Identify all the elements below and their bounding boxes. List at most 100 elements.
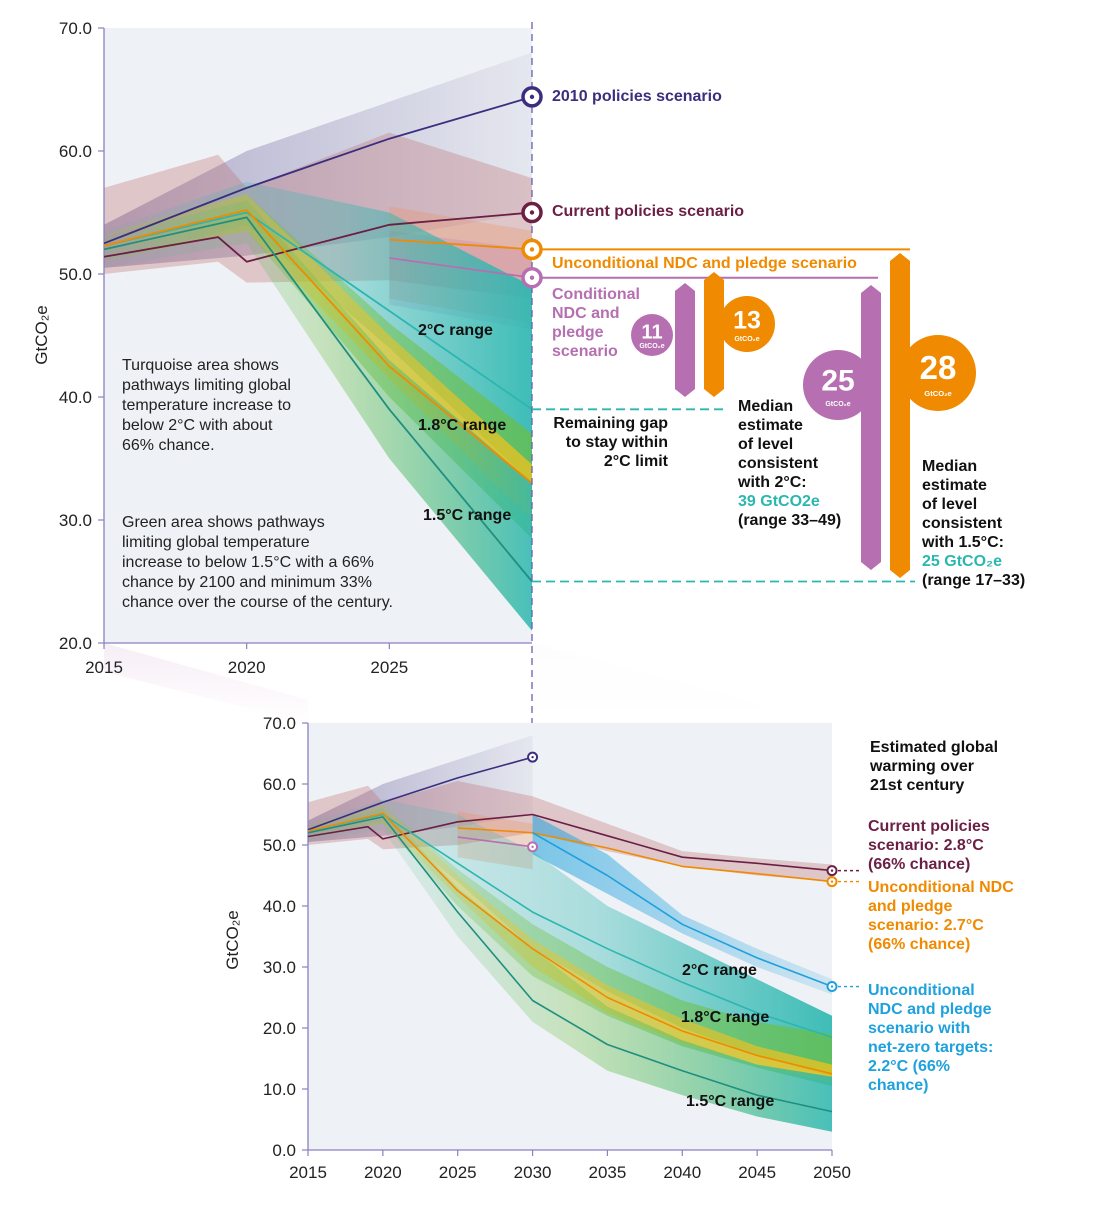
bottom-y-tick-label: 30.0 [263, 958, 296, 977]
top-y-tick-label: 20.0 [59, 634, 92, 653]
legend-uncond-ndc: scenario: 2.7°C [868, 917, 984, 934]
top-y-axis-label: GtCO₂e [32, 305, 51, 365]
top-y-tick-label: 60.0 [59, 142, 92, 161]
label-cond-ndc: NDC and [552, 305, 620, 322]
label-median-2c: with 2°C: [737, 474, 807, 491]
bottom-line-5 [307, 813, 833, 1038]
bubble-13-unit: GtCO₂e [734, 336, 759, 343]
bottom-line-1 [307, 813, 833, 872]
b-label-18c-range: 1.8°C range [681, 1009, 769, 1026]
legend-netzero: NDC and pledge [868, 1001, 992, 1018]
legend-uncond-ndc: (66% chance) [868, 936, 970, 953]
label-cond-ndc: scenario [552, 343, 618, 360]
bottom-x-tick-label: 2040 [663, 1163, 701, 1182]
label-median-2c: consistent [738, 455, 819, 472]
legend-current-policies: (66% chance) [868, 856, 970, 873]
bottom-y-tick-label: 40.0 [263, 897, 296, 916]
label-median-2c-value: 39 GtCO2e [738, 493, 820, 510]
note-green-area: limiting global temperature [122, 534, 310, 551]
marker-uncond-ndc-dot [529, 247, 535, 252]
bottom-x-tick-label: 2050 [813, 1163, 851, 1182]
bottom-line-7 [307, 816, 833, 1113]
top-line-1 [103, 211, 533, 263]
marker-current-policies-dot [529, 210, 535, 215]
bottom-x-tick-label: 2015 [289, 1163, 327, 1182]
bottom-line-3 [457, 836, 533, 848]
top-x-tick-label: 2020 [228, 658, 266, 677]
bubble-13 [719, 296, 775, 352]
bubble-25-unit: GtCO₂e [825, 401, 850, 408]
note-green-area: increase to below 1.5°C with a 66% [122, 554, 374, 571]
top-y-tick-label: 50.0 [59, 265, 92, 284]
label-median-2c-range: (range 33–49) [738, 512, 841, 529]
top-line-0 [103, 96, 533, 245]
bubble-13-value: 13 [733, 307, 761, 335]
bottom-y-axis-label: GtCO₂e [223, 910, 242, 970]
label-2010-policies: 2010 policies scenario [552, 88, 722, 105]
bubble-11 [631, 314, 673, 356]
legend-netzero: scenario with [868, 1020, 970, 1037]
bottom-x-tick-label: 2025 [439, 1163, 477, 1182]
legend-title: Estimated global [870, 739, 998, 756]
top-y-tick-label: 40.0 [59, 388, 92, 407]
top-y-tick-label: 70.0 [59, 19, 92, 38]
label-remaining-gap: to stay within [566, 434, 668, 451]
note-green-area: chance over the course of the century. [122, 594, 393, 611]
label-2c-range: 2°C range [418, 322, 493, 339]
bubble-28 [900, 335, 976, 411]
label-uncond-ndc: Unconditional NDC and pledge scenario [552, 255, 857, 272]
band-15c-range [104, 200, 532, 631]
label-median-15c-value: 25 GtCO₂e [922, 553, 1002, 570]
bubble-25-value: 25 [821, 364, 854, 397]
b-marker-netzero-dot [830, 985, 834, 988]
zoom-funnel [532, 28, 830, 723]
label-median-15c: consistent [922, 515, 1003, 532]
label-15c-range: 1.5°C range [423, 507, 511, 524]
bottom-line-0 [307, 756, 533, 831]
bottom-y-tick-label: 70.0 [263, 714, 296, 733]
bubble-11-value: 11 [641, 322, 662, 344]
note-turquoise-area: below 2°C with about [122, 417, 273, 434]
gap-bar-cond-2c [675, 283, 695, 397]
bottom-y-tick-label: 20.0 [263, 1019, 296, 1038]
top-line-2 [389, 238, 533, 251]
bottom-y-tick-label: 60.0 [263, 775, 296, 794]
label-median-15c: estimate [922, 477, 987, 494]
legend-current-policies: scenario: 2.8°C [868, 837, 984, 854]
note-turquoise-area: pathways limiting global [122, 377, 291, 394]
label-median-15c: Median [922, 458, 977, 475]
bottom-x-tick-label: 2045 [738, 1163, 776, 1182]
gap-bar-uncond-2c [704, 272, 724, 397]
label-median-15c: of level [922, 496, 977, 513]
marker-2010-policies-dot [529, 94, 535, 100]
bottom-x-tick-label: 2030 [514, 1163, 552, 1182]
bottom-y-tick-label: 0.0 [272, 1141, 296, 1160]
top-x-tick-label: 2015 [85, 658, 123, 677]
marker-cond-ndc-dot [529, 275, 535, 280]
legend-netzero: Unconditional [868, 982, 975, 999]
bottom-x-tick-label: 2020 [364, 1163, 402, 1182]
label-median-2c: estimate [738, 417, 803, 434]
zoom-funnel-left [104, 643, 308, 723]
legend-netzero: chance) [868, 1077, 928, 1094]
label-median-2c: of level [738, 436, 793, 453]
bottom-line-2 [457, 827, 833, 883]
bubble-28-value: 28 [920, 349, 957, 386]
label-cond-ndc: pledge [552, 324, 604, 341]
b-marker-current-policies-dot [830, 869, 834, 872]
bottom-line-6 [307, 812, 833, 1075]
top-x-tick-label: 2025 [370, 658, 408, 677]
legend-netzero: net-zero targets: [868, 1039, 993, 1056]
legend-title: warming over [869, 758, 974, 775]
gap-bar-uncond-15c [890, 253, 910, 578]
bottom-x-tick-label: 2035 [589, 1163, 627, 1182]
label-remaining-gap: 2°C limit [604, 453, 669, 470]
legend-current-policies: Current policies [868, 818, 990, 835]
bottom-line-4 [532, 832, 833, 988]
legend-uncond-ndc: and pledge [868, 898, 953, 915]
b-marker-uncond-ndc-dot [830, 880, 834, 883]
b-label-15c-range: 1.5°C range [686, 1093, 774, 1110]
label-remaining-gap: Remaining gap [553, 415, 668, 432]
note-turquoise-area: 66% chance. [122, 437, 215, 454]
